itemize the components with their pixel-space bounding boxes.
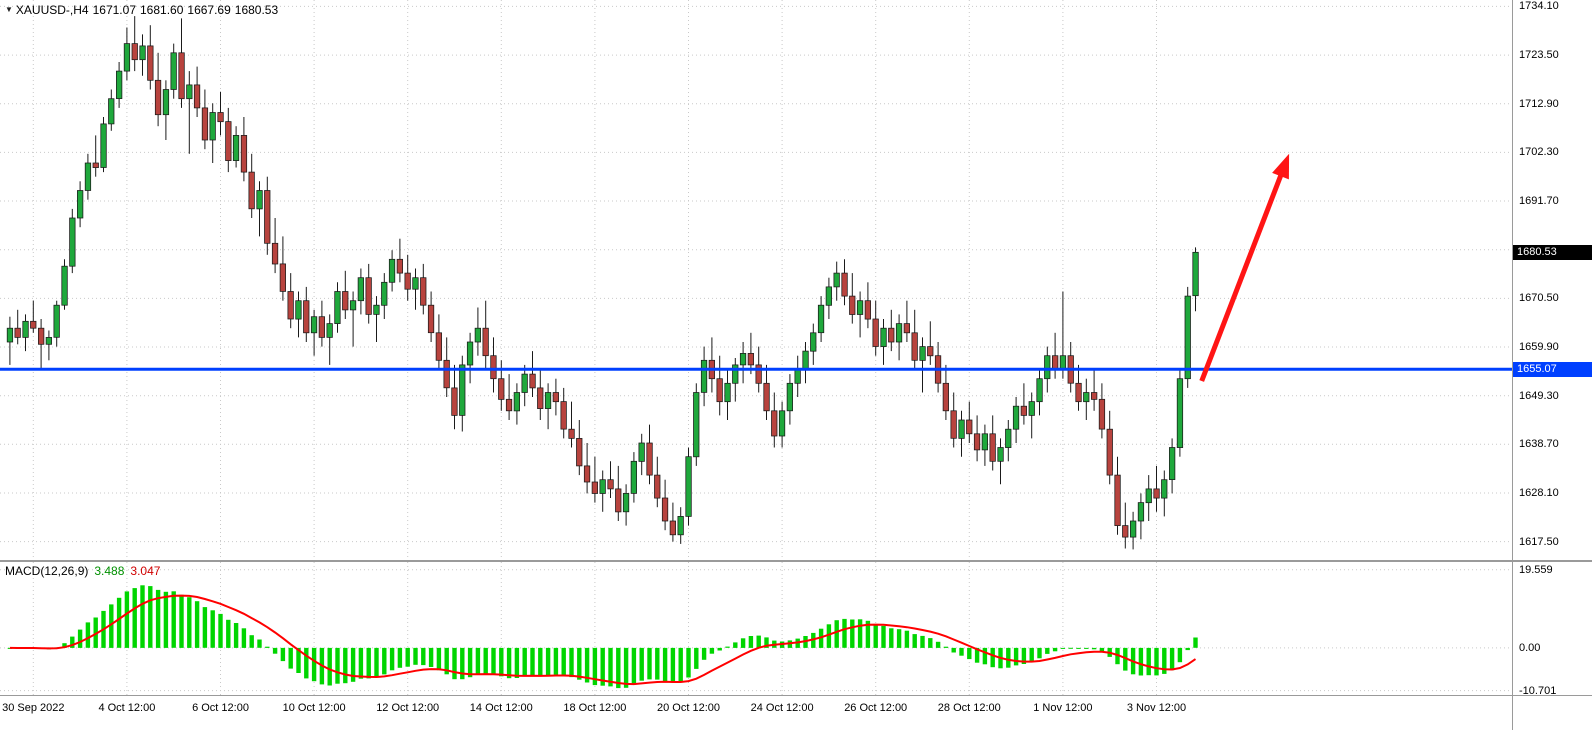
time-axis-label: 3 Nov 12:00 [1126, 702, 1187, 714]
price-axis: 1734.10 1723.50 1712.90 1702.30 1691.70 1670.… [1513, 0, 1592, 730]
high-value: 1681.60 [140, 3, 184, 17]
price-axis-label: 1734.10 [1519, 0, 1559, 13]
macd-main-value: 3.488 [94, 564, 125, 578]
price-axis-label: 1628.10 [1519, 486, 1559, 499]
macd-axis-label: 0.00 [1519, 641, 1541, 654]
time-axis-label: 24 Oct 12:00 [750, 702, 814, 714]
time-axis-label: 26 Oct 12:00 [844, 702, 908, 714]
ohlc-header: ▼ XAUUSD-,H4 1671.07 1681.60 1667.69 1680.53 [5, 3, 282, 17]
price-axis-label: 1712.90 [1519, 97, 1559, 110]
price-axis-label: 1670.50 [1519, 292, 1559, 305]
macd-axis-label: -10.701 [1519, 684, 1557, 697]
time-axis-label: 20 Oct 12:00 [657, 702, 720, 714]
price-axis-label: 1702.30 [1519, 146, 1559, 159]
macd-signal-value: 3.047 [130, 564, 161, 578]
candlestick-chart[interactable] [0, 0, 1512, 560]
macd-label: MACD(12,26,9) [5, 564, 89, 578]
macd-header: MACD(12,26,9) 3.488 3.047 [5, 564, 160, 578]
time-axis-label: 4 Oct 12:00 [98, 702, 156, 714]
time-axis-label: 6 Oct 12:00 [192, 702, 249, 714]
price-axis-label: 1617.50 [1519, 535, 1559, 548]
horizontal-line-price-tag[interactable]: 1655.07 [1513, 361, 1592, 377]
time-axis-label: 28 Oct 12:00 [937, 702, 1001, 714]
panel-separator[interactable] [0, 560, 1592, 562]
price-chart-panel[interactable]: ▼ XAUUSD-,H4 1671.07 1681.60 1667.69 1680.53 [0, 0, 1512, 560]
macd-panel[interactable]: MACD(12,26,9) 3.488 3.047 [0, 562, 1512, 695]
price-axis-label: 1723.50 [1519, 49, 1559, 62]
time-axis-label: 12 Oct 12:00 [376, 702, 440, 714]
time-axis-label: 14 Oct 12:00 [469, 702, 533, 714]
time-axis-label: 30 Sep 2022 [2, 702, 65, 714]
price-axis-label: 1638.70 [1519, 438, 1559, 451]
open-value: 1671.07 [92, 3, 136, 17]
symbol-marker-icon: ▼ [5, 5, 13, 14]
price-axis-label: 1659.90 [1519, 341, 1559, 354]
symbol-timeframe-label: XAUUSD-,H4 [15, 3, 89, 17]
close-value: 1680.53 [234, 3, 279, 17]
time-axis-label: 18 Oct 12:00 [563, 702, 627, 714]
time-axis-label: 1 Nov 12:00 [1033, 702, 1093, 714]
current-price-tag: 1680.53 [1513, 244, 1592, 260]
time-axis-label: 10 Oct 12:00 [282, 702, 346, 714]
price-axis-label: 1649.30 [1519, 389, 1559, 402]
macd-axis-label: 19.559 [1519, 563, 1553, 576]
price-axis-label: 1691.70 [1519, 195, 1559, 208]
price-axis-border [1512, 0, 1513, 730]
time-axis: 30 Sep 2022 4 Oct 12:00 6 Oct 12:00 10 Oct … [0, 696, 1512, 730]
macd-chart[interactable] [0, 562, 1512, 695]
low-value: 1667.69 [187, 3, 231, 17]
time-axis-border [0, 695, 1592, 696]
